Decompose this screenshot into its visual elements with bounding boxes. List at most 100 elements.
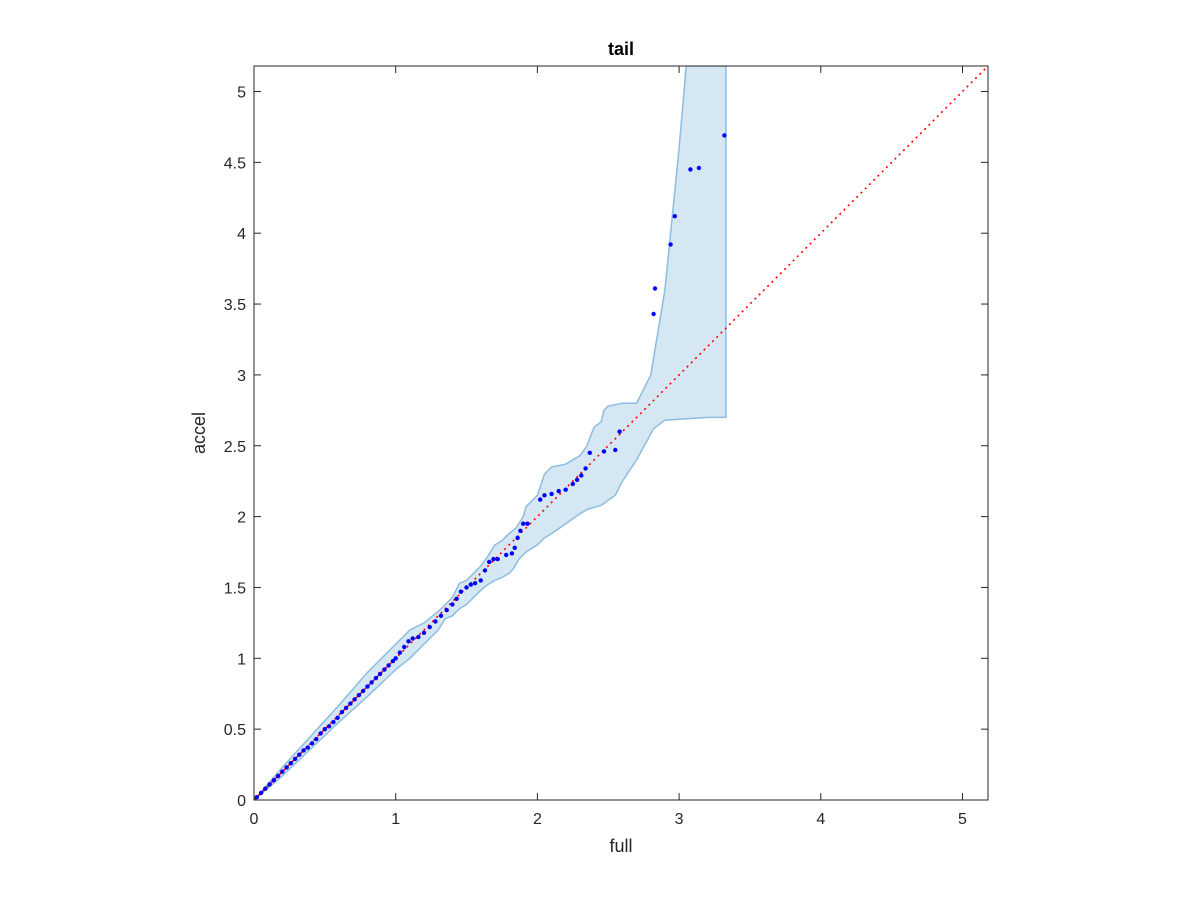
- confidence-band: [254, 66, 727, 800]
- y-tick-label: 2: [237, 510, 246, 527]
- x-tick-label: 4: [816, 811, 825, 828]
- data-point: [326, 724, 332, 729]
- data-point: [258, 790, 264, 796]
- data-point: [652, 286, 658, 291]
- plot-area: [254, 66, 988, 800]
- data-point: [365, 684, 370, 689]
- data-point: [454, 596, 459, 601]
- x-tick-label: 2: [533, 811, 542, 828]
- data-point: [397, 650, 403, 655]
- data-point: [410, 636, 415, 641]
- data-point: [254, 795, 259, 800]
- data-point: [613, 447, 618, 453]
- data-point: [587, 450, 592, 455]
- data-point: [570, 481, 575, 487]
- data-point: [487, 559, 492, 565]
- y-tick-label: 3: [237, 368, 246, 385]
- data-point: [352, 697, 357, 702]
- data-point: [525, 521, 530, 526]
- data-point: [301, 748, 306, 753]
- data-point: [617, 429, 622, 434]
- data-point: [280, 769, 285, 774]
- data-point: [356, 692, 362, 698]
- data-point: [495, 556, 500, 562]
- data-point: [369, 680, 374, 685]
- data-point: [297, 752, 302, 757]
- data-point: [482, 568, 488, 573]
- data-point: [583, 466, 588, 471]
- chart-title: tail: [608, 39, 634, 59]
- data-point: [512, 545, 517, 550]
- data-point: [521, 521, 526, 526]
- y-tick-label: 2.5: [224, 439, 246, 456]
- data-point: [563, 487, 568, 492]
- data-point: [515, 535, 520, 541]
- data-point: [504, 552, 509, 558]
- data-point: [696, 165, 702, 171]
- x-axis-label: full: [609, 836, 632, 856]
- data-point: [549, 491, 554, 497]
- data-point: [386, 663, 391, 668]
- y-axis-ticks: 0 0.5 1 1.5 2 2.5 3 3.5 4 4.5 5: [224, 85, 988, 810]
- y-tick-label: 1: [237, 651, 246, 668]
- x-tick-label: 5: [958, 811, 967, 828]
- data-point: [574, 477, 580, 482]
- y-tick-label: 5: [237, 85, 246, 102]
- data-point: [275, 773, 281, 779]
- data-point: [318, 731, 323, 736]
- x-tick-label: 0: [250, 811, 259, 828]
- data-point: [688, 167, 693, 172]
- x-tick-label: 3: [675, 811, 684, 828]
- data-point: [402, 644, 407, 650]
- data-point: [343, 705, 349, 711]
- data-point: [339, 709, 345, 715]
- data-point: [377, 671, 383, 677]
- y-tick-label: 0.5: [224, 722, 246, 739]
- data-point: [267, 782, 272, 787]
- data-point: [468, 582, 473, 587]
- y-tick-label: 1.5: [224, 580, 246, 597]
- data-point: [382, 667, 387, 672]
- data-point: [538, 497, 543, 502]
- data-point: [406, 639, 411, 644]
- data-point: [509, 551, 515, 556]
- data-point: [651, 311, 656, 317]
- data-point: [393, 656, 398, 661]
- y-tick-label: 3.5: [224, 297, 246, 314]
- data-point: [314, 736, 319, 742]
- data-point: [450, 602, 455, 607]
- data-point: [271, 778, 276, 783]
- data-point: [601, 449, 607, 454]
- x-axis-ticks: 0 1 2 3 4 5: [250, 66, 967, 828]
- data-point: [472, 581, 478, 586]
- data-point: [668, 242, 673, 247]
- data-point: [458, 589, 464, 594]
- data-point: [579, 473, 584, 478]
- data-point: [433, 619, 438, 624]
- y-tick-label: 0: [237, 793, 246, 810]
- data-point: [331, 719, 336, 725]
- axes-frame: [253, 65, 989, 801]
- reference-line: [254, 66, 988, 800]
- y-tick-label: 4: [237, 226, 246, 243]
- data-point: [322, 727, 327, 732]
- data-point: [284, 765, 289, 770]
- data-point: [491, 556, 496, 562]
- data-point: [360, 688, 366, 694]
- data-point: [427, 624, 432, 630]
- data-point: [263, 786, 268, 791]
- y-tick-label: 4.5: [224, 155, 246, 172]
- data-point: [373, 675, 379, 681]
- data-point: [464, 585, 469, 590]
- data-point: [722, 133, 727, 138]
- data-point: [309, 741, 315, 746]
- data-point: [478, 578, 483, 583]
- data-point: [348, 701, 353, 706]
- data-point: [292, 756, 298, 762]
- data-point: [438, 613, 444, 618]
- data-point: [444, 607, 449, 613]
- data-point: [672, 214, 677, 219]
- data-point: [518, 528, 523, 533]
- y-axis-label: accel: [189, 412, 209, 454]
